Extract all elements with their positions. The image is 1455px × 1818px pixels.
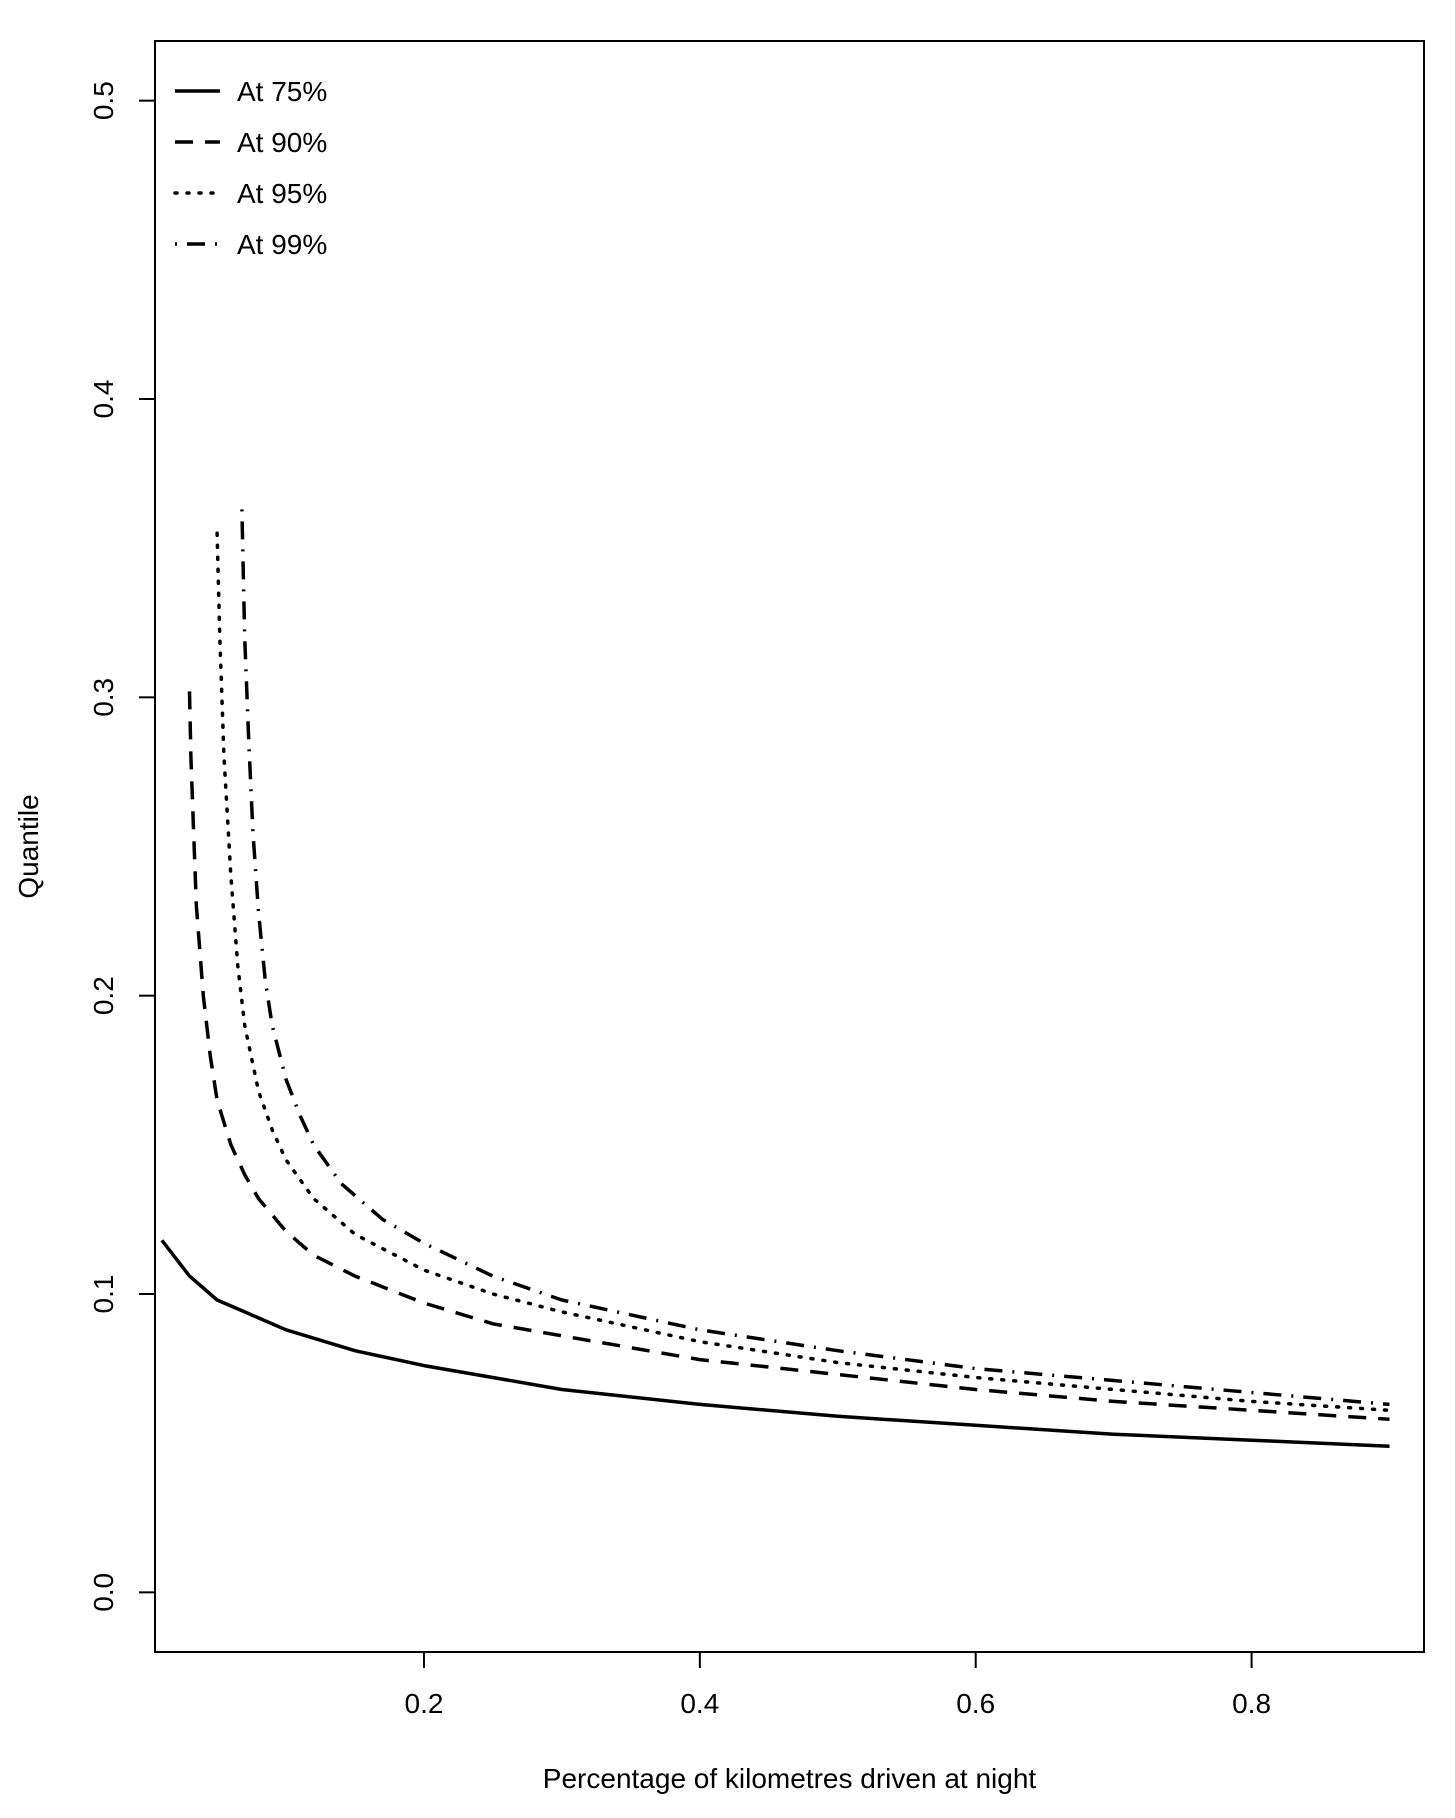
- x-axis: 0.2 0.4 0.6 0.8: [405, 1652, 1271, 1719]
- x-tick-label: 0.6: [956, 1688, 995, 1719]
- legend: At 75% At 90% At 95% At 99%: [173, 76, 327, 260]
- y-tick-label: 0.0: [88, 1573, 119, 1612]
- y-tick-label: 0.2: [88, 976, 119, 1015]
- series-line-4: [240, 509, 1390, 1407]
- series-layer: [160, 509, 1392, 1448]
- y-tick-label: 0.1: [88, 1275, 119, 1314]
- x-tick-label: 0.2: [405, 1688, 444, 1719]
- y-axis-title: Quantile: [13, 794, 44, 898]
- legend-label: At 99%: [237, 229, 327, 260]
- x-axis-title: Percentage of kilometres driven at night: [543, 1763, 1037, 1794]
- y-tick-label: 0.5: [88, 81, 119, 120]
- series-line-3: [215, 531, 1392, 1413]
- legend-label: At 90%: [237, 127, 327, 158]
- series-line-2: [187, 691, 1390, 1422]
- y-axis: 0.0 0.1 0.2 0.3 0.4 0.5: [88, 81, 155, 1612]
- legend-label: At 95%: [237, 178, 327, 209]
- y-tick-label: 0.4: [88, 380, 119, 419]
- y-tick-label: 0.3: [88, 678, 119, 717]
- series-line-1: [160, 1239, 1390, 1448]
- plot-frame: [154, 40, 1425, 1653]
- x-tick-label: 0.8: [1232, 1688, 1271, 1719]
- legend-label: At 75%: [237, 76, 327, 107]
- x-tick-label: 0.4: [680, 1688, 719, 1719]
